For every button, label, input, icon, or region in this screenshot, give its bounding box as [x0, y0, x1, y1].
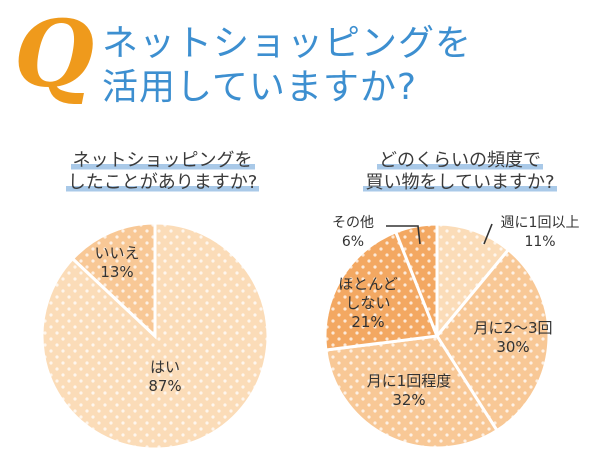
slice-label-frequency-4-line: その他: [332, 215, 374, 231]
slice-label-experience-1-line: 13%: [100, 263, 133, 281]
slice-label-experience-0: はい 87%: [148, 358, 181, 395]
question-1-line-1: ネットショッピングを: [70, 150, 255, 172]
leader-line-other: [386, 225, 421, 245]
slice-label-frequency-3-line: 21%: [351, 313, 384, 331]
slice-label-frequency-1: 月に2〜3回 30%: [473, 319, 552, 356]
pie-slice-pattern-frequency-3: [324, 231, 437, 351]
page-title: ネットショッピングを 活用していますか?: [102, 22, 472, 110]
question-2-line-1: どのくらいの頻度で: [377, 150, 543, 172]
question-1: ネットショッピングを したことがありますか?: [20, 150, 305, 194]
slice-label-frequency-4-line: 6%: [342, 234, 364, 250]
pie-slice-pattern-frequency-1: [437, 249, 549, 431]
slice-label-frequency-2-line: 月に1回程度: [367, 372, 452, 390]
pie-slice-pattern-frequency-2: [325, 336, 498, 448]
pie-slice-pattern-experience-1: [72, 223, 155, 336]
slice-label-experience-0-line: はい: [150, 358, 180, 376]
question-2: どのくらいの頻度で 買い物をしていますか?: [310, 150, 610, 194]
question-2-line-2: 買い物をしていますか?: [363, 172, 557, 194]
slice-label-frequency-2-line: 32%: [392, 391, 425, 409]
pie-chart-frequency: 週に1回以上 11% 月に2〜3回 30% 月に1回程度 32% ほとんどしない 21% その他…: [323, 215, 580, 450]
pie-slice-pattern-frequency-4: [395, 224, 437, 336]
slice-label-frequency-1-line: 月に2〜3回: [473, 319, 552, 337]
question-1-line-2: したことがありますか?: [65, 172, 260, 194]
q-letter-icon: Q: [14, 0, 95, 108]
page-title-line-2: 活用していますか?: [102, 67, 418, 108]
slice-label-frequency-4: その他 6%: [332, 215, 374, 250]
slice-label-frequency-0-line: 週に1回以上: [501, 215, 580, 231]
pie-slice-pattern-frequency-0: [437, 224, 509, 336]
slice-label-experience-1-line: いいえ: [94, 244, 139, 262]
slice-label-frequency-1-line: 30%: [496, 338, 529, 356]
slice-label-frequency-3-line: ほとんど: [338, 275, 398, 293]
slice-label-frequency-0-line: 11%: [524, 234, 555, 250]
slice-label-frequency-3-line: しない: [345, 294, 390, 312]
pie-chart-experience: はい 87% いいえ 13%: [40, 221, 270, 451]
leader-line-weekly: [483, 223, 493, 245]
slice-label-experience-1: いいえ 13%: [94, 244, 139, 281]
slice-label-frequency-3: ほとんどしない 21%: [338, 275, 398, 331]
slice-label-experience-0-line: 87%: [148, 377, 181, 395]
page-title-line-1: ネットショッピングを: [102, 23, 473, 64]
slice-label-frequency-2: 月に1回程度 32%: [367, 372, 452, 409]
slice-label-frequency-0: 週に1回以上 11%: [501, 215, 580, 250]
